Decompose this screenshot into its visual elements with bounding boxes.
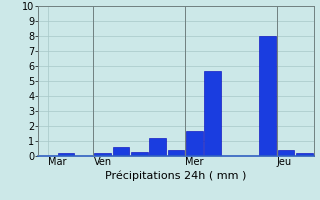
Bar <box>260 36 276 156</box>
Bar <box>168 150 184 156</box>
Bar <box>204 71 221 156</box>
Bar <box>131 152 148 156</box>
X-axis label: Précipitations 24h ( mm ): Précipitations 24h ( mm ) <box>105 170 247 181</box>
Bar <box>149 138 166 156</box>
Bar <box>113 147 129 156</box>
Bar <box>278 150 294 156</box>
Bar <box>58 153 74 156</box>
Bar <box>296 153 313 156</box>
Bar <box>186 130 203 156</box>
Bar <box>94 153 111 156</box>
